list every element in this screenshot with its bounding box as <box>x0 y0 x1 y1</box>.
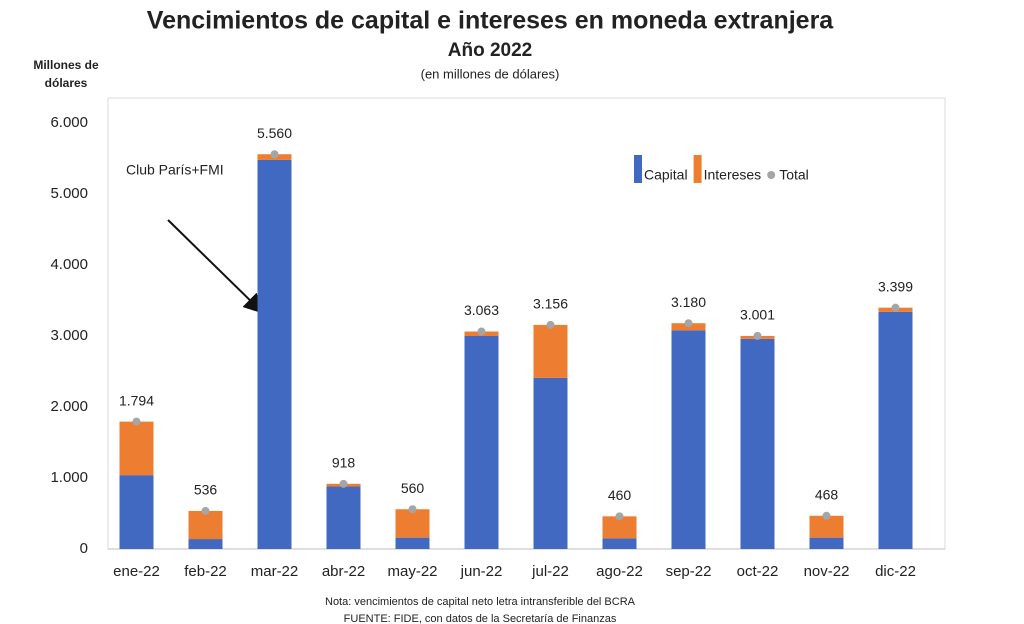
data-label: 560 <box>401 480 425 496</box>
data-label: 5.560 <box>257 125 292 141</box>
x-tick-label: sep-22 <box>666 563 712 580</box>
bar-segment <box>602 516 637 539</box>
bar-segment <box>602 538 637 549</box>
total-dot <box>201 506 210 515</box>
total-dot <box>822 511 831 520</box>
plot-frame <box>107 97 946 550</box>
x-tick-label: nov-22 <box>804 563 850 580</box>
chart-subtitle: Año 2022 <box>448 40 532 61</box>
data-label: 3.063 <box>464 302 499 318</box>
bar-segment <box>257 159 292 550</box>
x-tick-label: mar-22 <box>251 563 299 580</box>
x-tick-label: jun-22 <box>460 563 503 580</box>
total-dot <box>339 479 348 488</box>
total-dot <box>753 331 762 340</box>
x-tick-label: oct-22 <box>737 563 779 580</box>
bar-segment <box>878 311 913 549</box>
legend-label: Intereses <box>704 167 762 183</box>
legend-swatch <box>693 155 702 183</box>
y-tick-label: 1.000 <box>50 469 88 486</box>
bar-segment <box>671 330 706 549</box>
bar-segment <box>533 324 568 378</box>
units-note: (en millones de dólares) <box>421 66 560 81</box>
total-dot <box>684 319 693 328</box>
y-tick-label: 2.000 <box>50 398 88 415</box>
x-tick-label: abr-22 <box>322 563 365 580</box>
bar-segment <box>188 510 223 540</box>
data-label: 468 <box>815 486 839 502</box>
total-dot <box>615 512 624 521</box>
data-label: 918 <box>332 455 356 471</box>
x-tick-label: feb-22 <box>184 563 227 580</box>
y-tick-label: 6.000 <box>50 114 88 131</box>
legend-swatch <box>767 171 776 179</box>
data-label: 460 <box>608 487 632 503</box>
x-tick-label: may-22 <box>387 563 437 580</box>
data-label: 3.399 <box>878 278 913 294</box>
total-dot <box>270 150 279 159</box>
bar-segment <box>809 537 844 549</box>
bar-segment <box>533 377 568 549</box>
legend-swatch <box>634 155 642 183</box>
bar-segment <box>740 338 775 549</box>
bar-segment <box>326 486 361 549</box>
total-dot <box>132 417 141 426</box>
x-tick-label: ene-22 <box>113 563 160 580</box>
x-tick-label: ago-22 <box>596 563 643 580</box>
total-dot <box>891 303 900 312</box>
data-label: 1.794 <box>119 392 154 408</box>
bar-segment <box>464 336 499 549</box>
y-tick-label: 5.000 <box>50 185 88 202</box>
data-label: 536 <box>194 482 218 498</box>
y-axis-label: dólares <box>45 76 88 90</box>
bar-segment <box>395 537 430 549</box>
bar-segment <box>395 509 430 538</box>
note: Nota: vencimientos de capital neto letra… <box>325 596 636 608</box>
chart-title: Vencimientos de capital e intereses en m… <box>147 7 834 35</box>
data-label: 3.156 <box>533 296 568 312</box>
bar-segment <box>119 421 154 476</box>
note: FUENTE: FIDE, con datos de la Secretaría… <box>344 613 617 624</box>
y-tick-label: 0 <box>80 540 88 557</box>
total-dot <box>546 320 555 329</box>
data-label: 3.180 <box>671 294 706 310</box>
total-dot <box>408 505 417 514</box>
legend-label: Capital <box>644 167 688 183</box>
legend-label: Total <box>779 167 809 183</box>
y-tick-label: 4.000 <box>50 256 88 273</box>
data-label: 3.001 <box>740 307 775 323</box>
bar-segment <box>809 515 844 538</box>
bar-segment <box>119 475 154 549</box>
y-axis-label: Millones de <box>33 58 99 72</box>
annotation: Club París+FMI <box>126 162 224 178</box>
annotation-arrow <box>167 219 264 314</box>
total-dot <box>477 327 486 336</box>
x-tick-label: jul-22 <box>531 563 569 580</box>
bar-segment <box>188 539 223 549</box>
y-tick-label: 3.000 <box>50 327 88 344</box>
x-tick-label: dic-22 <box>875 563 916 580</box>
